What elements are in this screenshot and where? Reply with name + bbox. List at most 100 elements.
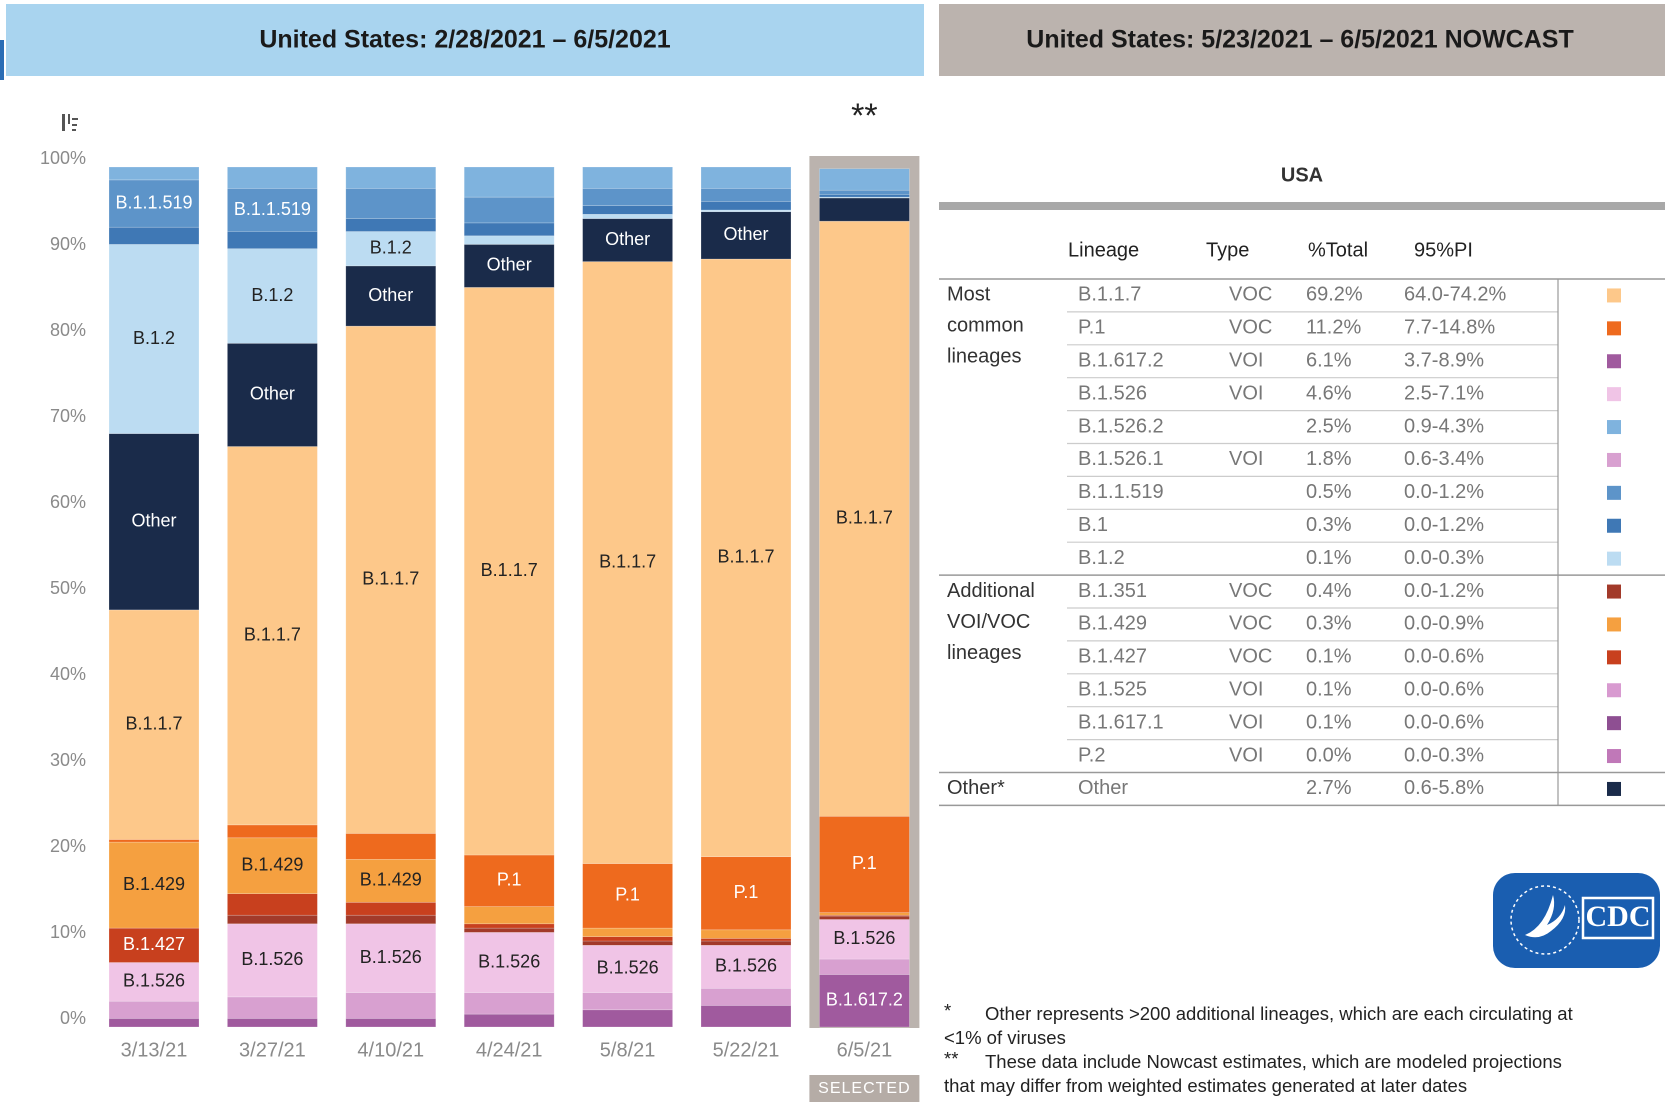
bar-segment bbox=[345, 833, 437, 860]
bar-segment bbox=[819, 189, 910, 195]
lineage: B.1.617.2 bbox=[1078, 350, 1164, 372]
swatch bbox=[1607, 716, 1621, 731]
lineage: B.1.526 bbox=[1078, 382, 1147, 404]
bar-segment bbox=[463, 222, 555, 237]
segment-label: B.1.1.7 bbox=[481, 560, 538, 580]
lineage: B.1.1.7 bbox=[1078, 284, 1141, 306]
selected-label: SELECTED bbox=[818, 1080, 910, 1097]
segment-label: Other bbox=[487, 255, 532, 275]
segment-label: B.1.526 bbox=[241, 949, 303, 969]
bar-segment bbox=[108, 166, 200, 181]
bar-segment bbox=[700, 258, 792, 858]
bar-segment bbox=[345, 265, 437, 327]
segment-label: B.1.1.519 bbox=[234, 199, 311, 219]
total: 0.3% bbox=[1306, 514, 1352, 536]
bar-segment bbox=[582, 166, 673, 189]
bar-segment bbox=[700, 944, 792, 989]
x-tick-label: 3/27/21 bbox=[239, 1039, 306, 1061]
sort-icon[interactable] bbox=[62, 114, 78, 131]
bar-segment bbox=[582, 940, 673, 946]
segment-label: P.1 bbox=[615, 885, 640, 905]
swatch bbox=[1607, 617, 1621, 632]
segment-label: B.1.1.7 bbox=[244, 624, 301, 644]
bar-segment bbox=[227, 914, 318, 925]
bar-segment bbox=[108, 226, 200, 245]
bar-segment bbox=[582, 214, 673, 219]
bar-segment bbox=[819, 197, 910, 222]
pi: 0.9-4.3% bbox=[1404, 415, 1484, 437]
segment-label: B.1.427 bbox=[123, 934, 185, 954]
segment-label: Other bbox=[250, 384, 295, 404]
lineage: B.1.429 bbox=[1078, 613, 1147, 635]
footnote-line: that may differ from weighted estimates … bbox=[944, 1075, 1467, 1096]
bar-segment bbox=[582, 927, 673, 937]
swatch bbox=[1607, 354, 1621, 369]
lineage: B.1.617.1 bbox=[1078, 711, 1164, 733]
footnote-marker: * bbox=[944, 1000, 951, 1021]
swatch bbox=[1607, 420, 1621, 435]
bar-segment bbox=[345, 166, 437, 189]
bar-segment bbox=[582, 218, 673, 262]
type: VOI bbox=[1229, 744, 1263, 766]
bar-segment bbox=[463, 923, 555, 929]
region-rule bbox=[939, 202, 1665, 210]
bar-segment bbox=[463, 196, 555, 224]
swatch bbox=[1607, 387, 1621, 402]
bar-segment bbox=[345, 231, 437, 267]
pi: 0.6-3.4% bbox=[1404, 448, 1484, 470]
bar-segment bbox=[700, 188, 792, 202]
bar-segment bbox=[700, 201, 792, 211]
group-label: Additional bbox=[947, 580, 1035, 602]
footnote-line: These data include Nowcast estimates, wh… bbox=[985, 1051, 1562, 1072]
cdc-logo: CDC bbox=[1493, 873, 1660, 968]
pi: 0.0-0.9% bbox=[1404, 613, 1484, 635]
lineage: Other bbox=[1078, 777, 1128, 799]
x-tick-label: 5/8/21 bbox=[600, 1039, 656, 1061]
total: 69.2% bbox=[1306, 284, 1363, 306]
bar-segment bbox=[345, 858, 437, 903]
pi: 7.7-14.8% bbox=[1404, 317, 1495, 339]
bar-segment bbox=[582, 261, 673, 864]
type: VOC bbox=[1229, 613, 1272, 635]
lineage: P.2 bbox=[1078, 744, 1105, 766]
bar-segment bbox=[108, 244, 200, 434]
segment-label: Other bbox=[368, 285, 413, 305]
bar-segment bbox=[700, 987, 792, 1006]
bar-segment bbox=[345, 923, 437, 993]
bar-segment bbox=[108, 962, 200, 1002]
y-tick-label: 90% bbox=[50, 234, 86, 254]
segment-label: B.1.526 bbox=[123, 971, 185, 991]
x-tick-label: 5/22/21 bbox=[713, 1039, 780, 1061]
segment-label: Other bbox=[723, 224, 768, 244]
swatch bbox=[1607, 288, 1621, 303]
bar-segment bbox=[819, 168, 910, 191]
selected-tag bbox=[809, 1075, 920, 1102]
selected-annotation: ** bbox=[851, 97, 877, 135]
bar-segment bbox=[463, 906, 555, 925]
segment-label: B.1.1.7 bbox=[362, 569, 419, 589]
logo-ring bbox=[1510, 885, 1580, 955]
segment-label: B.1.1.7 bbox=[836, 507, 893, 527]
header-accent bbox=[0, 40, 4, 80]
segment-label: Other bbox=[131, 511, 176, 531]
y-tick-label: 100% bbox=[40, 148, 86, 168]
bar-segment bbox=[819, 194, 910, 198]
total: 2.7% bbox=[1306, 777, 1352, 799]
type: VOI bbox=[1229, 382, 1263, 404]
pi: 0.0-0.3% bbox=[1404, 744, 1484, 766]
bar-segment bbox=[819, 919, 910, 960]
swatch bbox=[1607, 551, 1621, 566]
bar-segment bbox=[463, 287, 555, 856]
type: VOI bbox=[1229, 448, 1263, 470]
bar-segment bbox=[108, 839, 200, 843]
bar-segment bbox=[108, 1000, 200, 1019]
lineage: B.1.2 bbox=[1078, 547, 1125, 569]
lineage: B.1 bbox=[1078, 514, 1108, 536]
swatch bbox=[1607, 683, 1621, 698]
bar-segment bbox=[819, 958, 910, 975]
pi: 0.0-0.6% bbox=[1404, 646, 1484, 668]
bar-segment bbox=[227, 893, 318, 916]
lineage: B.1.526.1 bbox=[1078, 448, 1164, 470]
bar-segment bbox=[700, 166, 792, 189]
total: 6.1% bbox=[1306, 350, 1352, 372]
